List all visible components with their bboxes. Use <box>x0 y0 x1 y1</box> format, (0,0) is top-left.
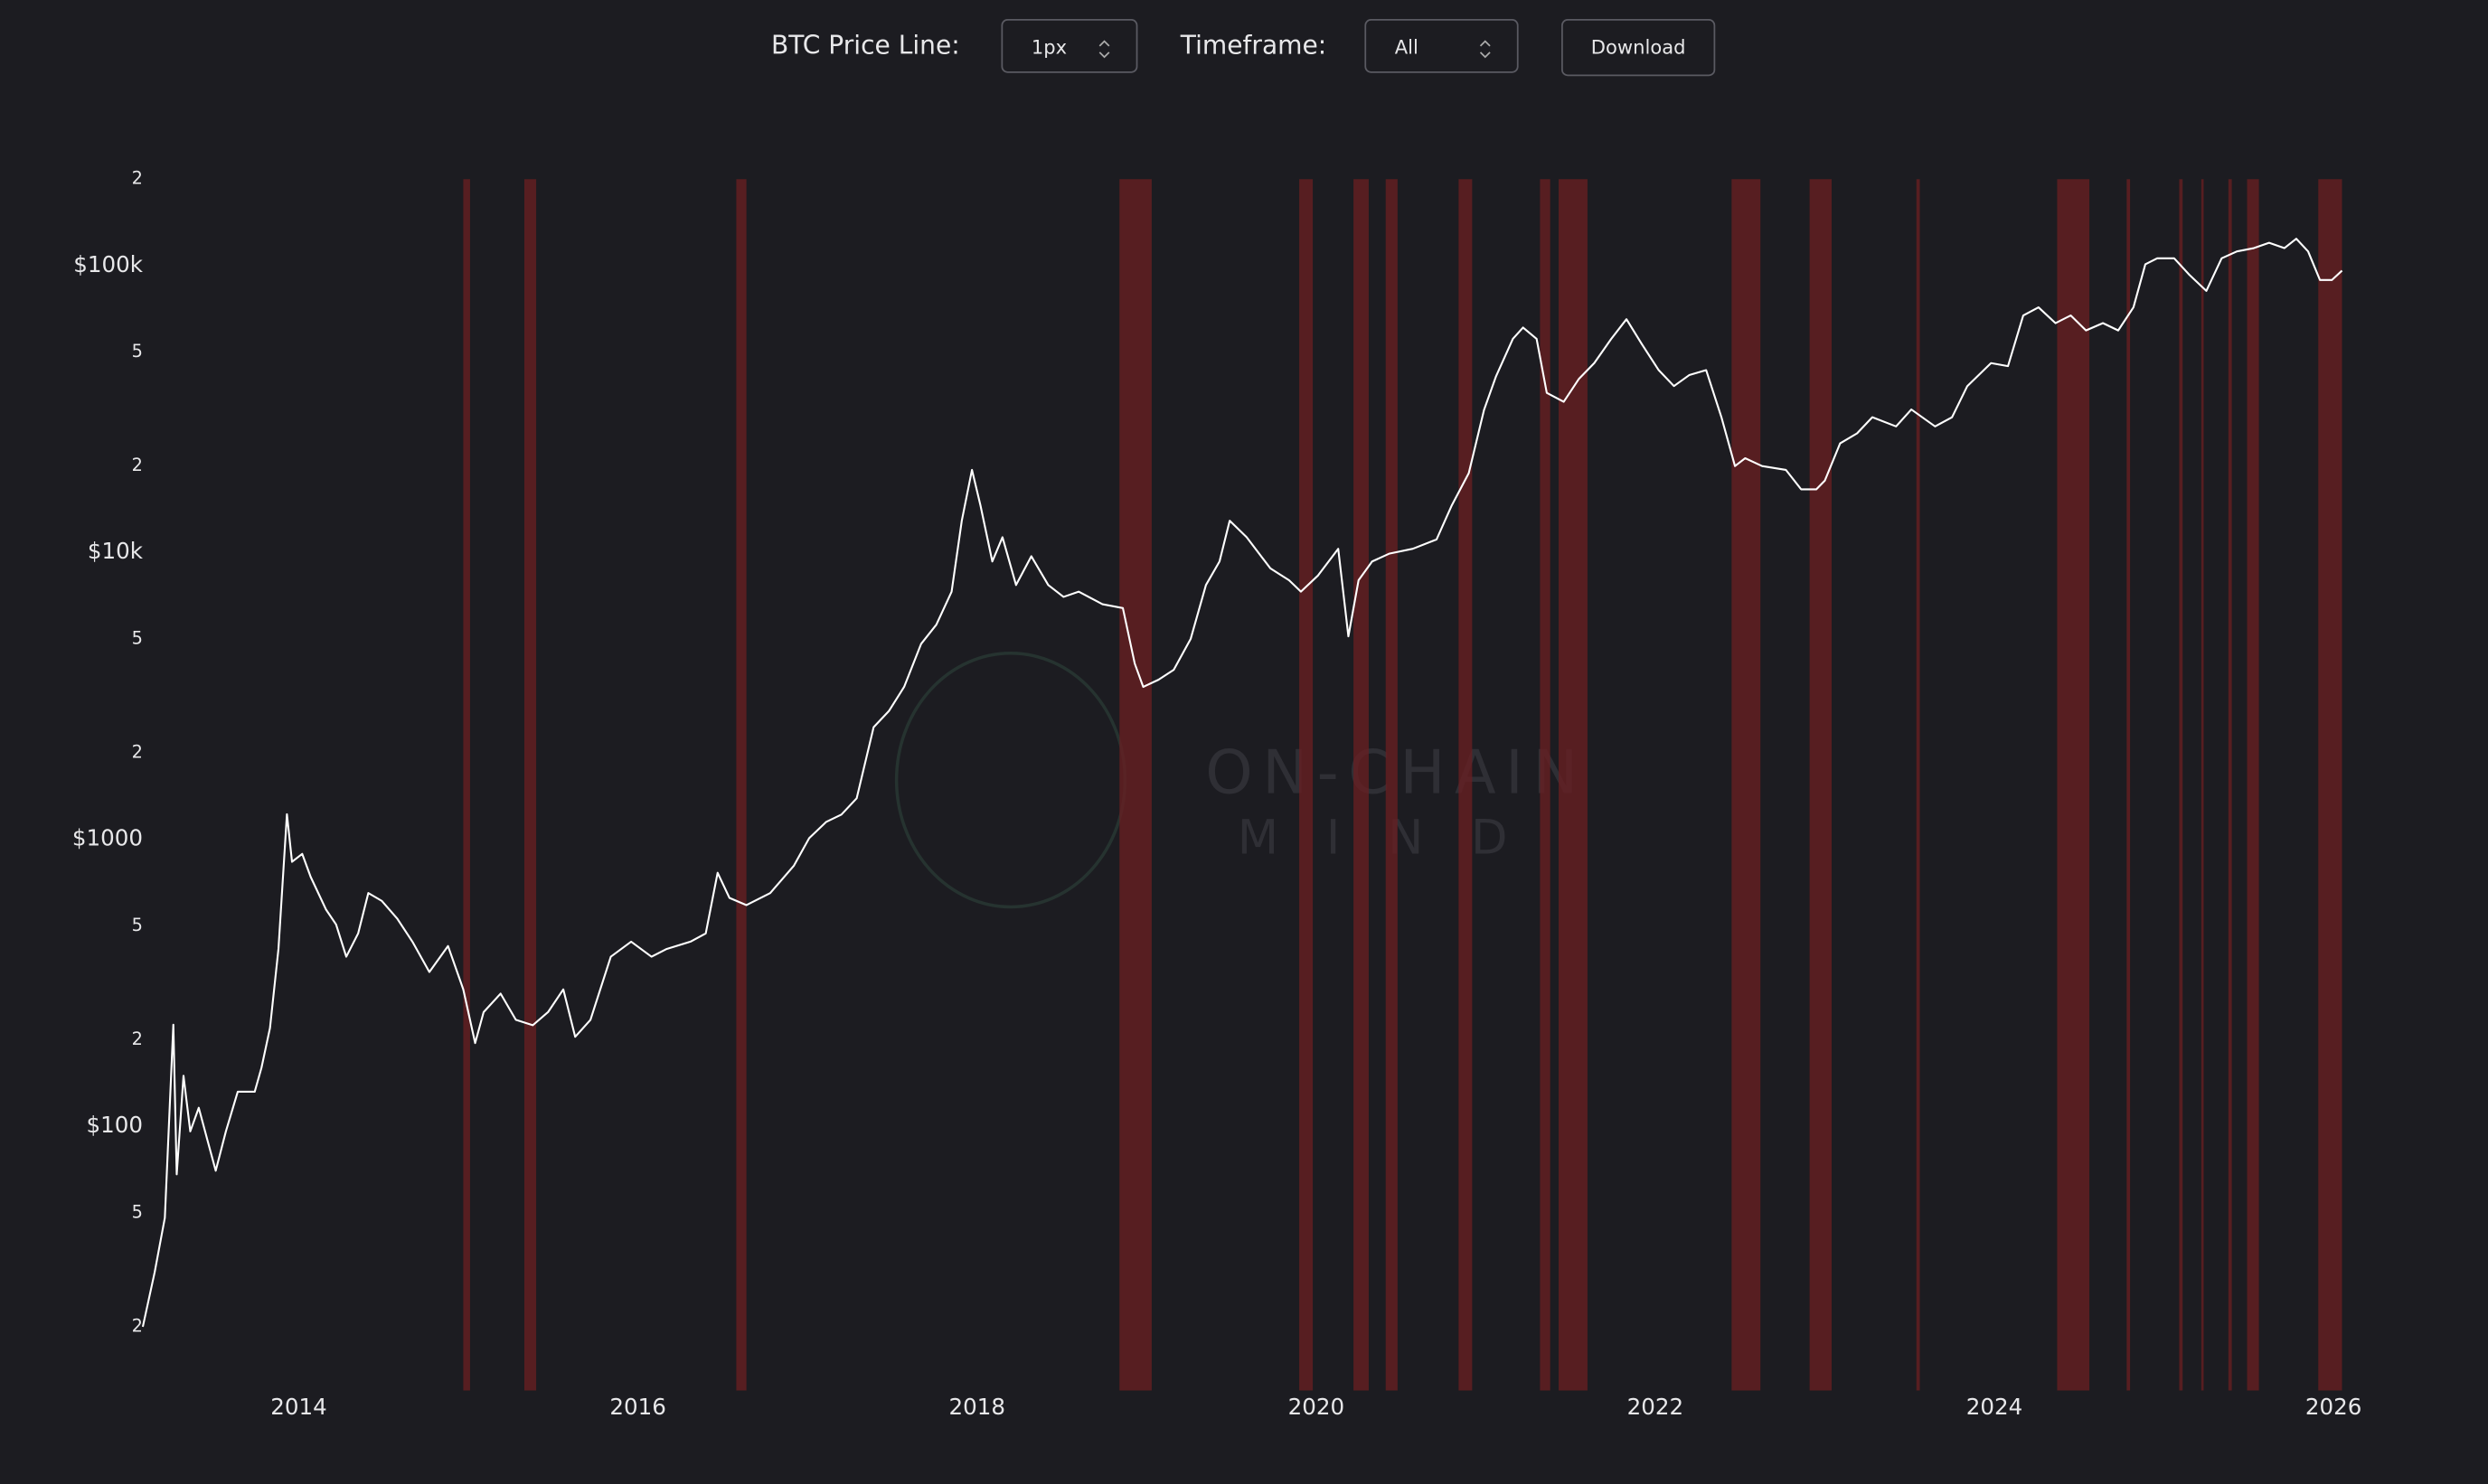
y-tick-label: 2 <box>132 168 143 189</box>
y-tick-label: 5 <box>132 1201 143 1222</box>
y-tick-label: 5 <box>132 627 143 648</box>
y-tick-label: $10k <box>88 538 144 564</box>
x-tick-label: 2016 <box>609 1394 665 1420</box>
highlight-band <box>1385 179 1398 1391</box>
highlight-band <box>2318 179 2342 1391</box>
price-line <box>141 238 2343 1328</box>
highlight-band <box>1731 179 1761 1391</box>
watermark: ON-CHAIN MIND <box>894 652 1578 909</box>
y-tick-label: $100 <box>86 1112 142 1138</box>
price-line-value: 1px <box>1031 36 1068 59</box>
highlight-band <box>523 179 537 1391</box>
highlight-band <box>1299 179 1314 1391</box>
y-tick-label: $1000 <box>72 825 143 851</box>
y-tick-label: $100k <box>73 251 143 277</box>
y-tick-label: 5 <box>132 915 143 935</box>
highlight-band <box>1540 179 1550 1391</box>
x-tick-label: 2020 <box>1288 1394 1344 1420</box>
chevron <box>1098 40 1110 59</box>
timeframe-label: Timeframe: <box>1180 30 1327 61</box>
highlight-band <box>1809 179 1832 1391</box>
highlight-band <box>1916 179 1920 1391</box>
timeframe-select[interactable]: All <box>1364 19 1519 73</box>
highlight-band <box>1119 179 1152 1391</box>
highlight-band <box>463 179 470 1391</box>
highlight-band <box>1458 179 1473 1391</box>
highlight-band <box>736 179 747 1391</box>
x-tick-label: 2022 <box>1627 1394 1683 1420</box>
bands <box>463 179 2342 1391</box>
timeframe-value: All <box>1394 36 1418 59</box>
x-tick-label: 2026 <box>2305 1394 2361 1420</box>
chevron <box>1479 40 1491 59</box>
watermark-logo <box>894 652 1127 909</box>
y-tick-label: 5 <box>132 341 143 362</box>
download-button[interactable]: Download <box>1561 19 1716 77</box>
highlight-band <box>1353 179 1369 1391</box>
x-tick-label: 2024 <box>1966 1394 2022 1420</box>
highlight-band <box>2228 179 2232 1391</box>
highlight-band <box>2126 179 2131 1391</box>
x-tick-label: 2014 <box>270 1394 326 1420</box>
highlight-band <box>2247 179 2259 1391</box>
y-tick-label: 2 <box>132 1028 143 1049</box>
highlight-band <box>2057 179 2090 1391</box>
y-tick-label: 2 <box>132 455 143 475</box>
price-line-label: BTC Price Line: <box>770 30 960 61</box>
y-tick-label: 2 <box>132 1316 143 1337</box>
highlight-band <box>1559 179 1588 1391</box>
y-tick-label: 2 <box>132 742 143 763</box>
price-line-select[interactable]: 1px <box>1001 19 1138 73</box>
x-tick-label: 2018 <box>948 1394 1004 1420</box>
highlight-band <box>2201 179 2204 1391</box>
highlight-band <box>2179 179 2183 1391</box>
